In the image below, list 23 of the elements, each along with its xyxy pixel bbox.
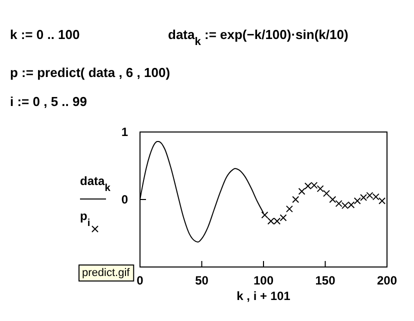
point xyxy=(322,190,330,197)
text: i := 0 , 5 .. 99 xyxy=(10,94,87,109)
point xyxy=(286,205,293,212)
text: data$_{k}$ := exp(−k/100)·sin(k/10) xyxy=(168,27,348,48)
point xyxy=(378,197,386,204)
y-tick-label: 1 xyxy=(121,124,128,139)
point xyxy=(329,196,336,203)
x-tick-label: 200 xyxy=(376,274,398,288)
text: predict.gif xyxy=(82,267,131,279)
legend-label: p$_{i}$ xyxy=(80,209,90,228)
text: k := 0 .. 100 xyxy=(10,27,80,42)
point xyxy=(316,185,324,192)
x-axis-title: k , i + 101 xyxy=(236,289,291,303)
x-tick-label: 100 xyxy=(253,274,274,288)
text: p := predict( data , 6 , 100) xyxy=(10,65,170,80)
x-tick-label: 50 xyxy=(195,274,209,288)
point xyxy=(292,196,300,203)
point xyxy=(298,188,306,195)
x-tick-label: 150 xyxy=(315,274,336,288)
point xyxy=(280,214,287,222)
x-tick-label: 0 xyxy=(136,274,144,288)
point xyxy=(354,197,361,204)
text: data$_{k}$ xyxy=(80,174,111,194)
